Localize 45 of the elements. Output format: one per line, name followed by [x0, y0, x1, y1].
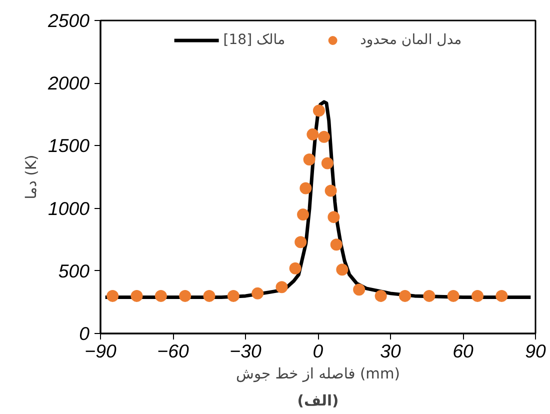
- y-tick-label: 1500: [48, 135, 90, 156]
- point: [300, 182, 312, 194]
- x-tick-label: −30: [230, 340, 262, 362]
- x-tick-label: 60: [452, 340, 474, 362]
- point: [276, 281, 288, 294]
- point: [179, 290, 192, 302]
- point: [374, 290, 387, 302]
- point: [312, 104, 325, 117]
- point: [399, 290, 411, 302]
- point: [328, 211, 340, 224]
- point: [227, 290, 240, 302]
- point: [203, 290, 216, 302]
- line-series: [104, 100, 532, 299]
- point: [330, 238, 342, 251]
- y-tick-label: 2500: [46, 10, 90, 31]
- y-tick-label: 1000: [48, 198, 90, 219]
- x-tick-label: 30: [380, 340, 402, 362]
- point: [154, 290, 167, 302]
- point: [318, 130, 330, 143]
- point: [336, 264, 348, 276]
- point: [447, 290, 460, 302]
- point: [321, 157, 334, 170]
- point: [294, 236, 307, 248]
- legend-label: مالک [18]: [223, 32, 286, 48]
- point: [472, 290, 484, 302]
- x-axis-title: فاصله از خط جوش (mm): [236, 366, 400, 382]
- point: [303, 153, 316, 166]
- point: [324, 184, 337, 197]
- point: [130, 290, 143, 302]
- x-tick-label: 0: [312, 340, 324, 362]
- point: [289, 262, 302, 274]
- y-axis-title: دما (K): [22, 154, 40, 200]
- point: [496, 290, 508, 302]
- point: [353, 284, 366, 296]
- x-tick-label: 90: [525, 340, 546, 362]
- y-tick-label: 2000: [46, 72, 90, 94]
- point: [306, 128, 319, 140]
- legend-label: مدل المان محدود: [360, 32, 462, 48]
- x-tick-label: −60: [157, 340, 190, 362]
- point: [297, 208, 310, 221]
- point: [423, 290, 436, 302]
- point: [252, 287, 264, 300]
- point: [106, 290, 119, 302]
- text: (الف): [297, 392, 339, 410]
- y-tick-label: 500: [58, 260, 90, 282]
